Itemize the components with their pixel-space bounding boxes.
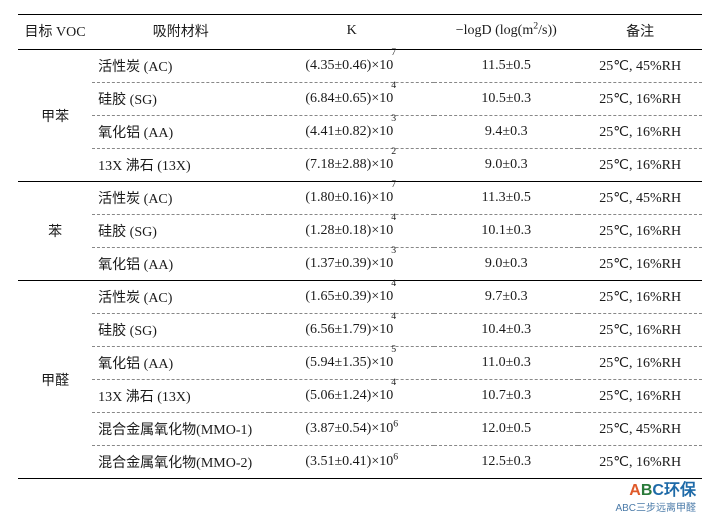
remark-cell: 25℃, 16%RH <box>578 347 702 380</box>
adsorption-table: 目标 VOC 吸附材料 K −logD (log(m2/s)) 备注 甲苯活性炭… <box>18 14 702 479</box>
table-row: 氧化铝 (AA)(1.37±0.39)×1039.0±0.325℃, 16%RH <box>18 248 702 281</box>
logd-cell: 12.0±0.5 <box>434 413 578 446</box>
logd-cell: 9.0±0.3 <box>434 149 578 182</box>
k-cell: (7.18±2.88)×102 <box>269 149 434 182</box>
logd-cell: 10.1±0.3 <box>434 215 578 248</box>
k-cell: (4.41±0.82)×103 <box>269 116 434 149</box>
table-row: 混合金属氧化物(MMO-2)(3.51±0.41)×10612.5±0.325℃… <box>18 446 702 479</box>
k-cell: (1.28±0.18)×104 <box>269 215 434 248</box>
material-cell: 13X 沸石 (13X) <box>92 380 269 413</box>
logd-cell: 10.5±0.3 <box>434 83 578 116</box>
material-cell: 硅胶 (SG) <box>92 314 269 347</box>
col-voc: 目标 VOC <box>18 15 92 50</box>
header-row: 目标 VOC 吸附材料 K −logD (log(m2/s)) 备注 <box>18 15 702 50</box>
remark-cell: 25℃, 45%RH <box>578 50 702 83</box>
material-cell: 混合金属氧化物(MMO-2) <box>92 446 269 479</box>
logd-cell: 9.0±0.3 <box>434 248 578 281</box>
table-row: 混合金属氧化物(MMO-1)(3.87±0.54)×10612.0±0.525℃… <box>18 413 702 446</box>
table-row: 甲苯活性炭 (AC)(4.35±0.46)×10711.5±0.525℃, 45… <box>18 50 702 83</box>
material-cell: 硅胶 (SG) <box>92 83 269 116</box>
table-row: 硅胶 (SG)(6.84±0.65)×10410.5±0.325℃, 16%RH <box>18 83 702 116</box>
col-remark: 备注 <box>578 15 702 50</box>
k-cell: (5.06±1.24)×104 <box>269 380 434 413</box>
logd-cell: 12.5±0.3 <box>434 446 578 479</box>
remark-cell: 25℃, 16%RH <box>578 314 702 347</box>
material-cell: 氧化铝 (AA) <box>92 347 269 380</box>
voc-cell: 甲苯 <box>18 50 92 182</box>
k-cell: (3.51±0.41)×106 <box>269 446 434 479</box>
material-cell: 活性炭 (AC) <box>92 281 269 314</box>
table-row: 苯活性炭 (AC)(1.80±0.16)×10711.3±0.525℃, 45%… <box>18 182 702 215</box>
k-cell: (1.80±0.16)×107 <box>269 182 434 215</box>
logd-cell: 10.7±0.3 <box>434 380 578 413</box>
watermark-sub: ABC三步远离甲醛 <box>615 499 696 514</box>
material-cell: 氧化铝 (AA) <box>92 248 269 281</box>
k-cell: (6.84±0.65)×104 <box>269 83 434 116</box>
logd-cell: 9.7±0.3 <box>434 281 578 314</box>
voc-cell: 苯 <box>18 182 92 281</box>
remark-cell: 25℃, 16%RH <box>578 380 702 413</box>
col-logd: −logD (log(m2/s)) <box>434 15 578 50</box>
table-row: 13X 沸石 (13X)(5.06±1.24)×10410.7±0.325℃, … <box>18 380 702 413</box>
material-cell: 硅胶 (SG) <box>92 215 269 248</box>
col-material: 吸附材料 <box>92 15 269 50</box>
table-row: 氧化铝 (AA)(4.41±0.82)×1039.4±0.325℃, 16%RH <box>18 116 702 149</box>
remark-cell: 25℃, 16%RH <box>578 281 702 314</box>
table-row: 甲醛活性炭 (AC)(1.65±0.39)×1049.7±0.325℃, 16%… <box>18 281 702 314</box>
remark-cell: 25℃, 45%RH <box>578 182 702 215</box>
remark-cell: 25℃, 16%RH <box>578 446 702 479</box>
k-cell: (4.35±0.46)×107 <box>269 50 434 83</box>
watermark-logo: ABC环保 <box>629 476 696 500</box>
table-row: 氧化铝 (AA)(5.94±1.35)×10511.0±0.325℃, 16%R… <box>18 347 702 380</box>
logd-cell: 11.0±0.3 <box>434 347 578 380</box>
material-cell: 氧化铝 (AA) <box>92 116 269 149</box>
k-cell: (1.37±0.39)×103 <box>269 248 434 281</box>
material-cell: 活性炭 (AC) <box>92 50 269 83</box>
k-cell: (6.56±1.79)×104 <box>269 314 434 347</box>
material-cell: 活性炭 (AC) <box>92 182 269 215</box>
table-row: 硅胶 (SG)(1.28±0.18)×10410.1±0.325℃, 16%RH <box>18 215 702 248</box>
logd-cell: 10.4±0.3 <box>434 314 578 347</box>
remark-cell: 25℃, 45%RH <box>578 413 702 446</box>
k-cell: (1.65±0.39)×104 <box>269 281 434 314</box>
table-row: 硅胶 (SG)(6.56±1.79)×10410.4±0.325℃, 16%RH <box>18 314 702 347</box>
table-row: 13X 沸石 (13X)(7.18±2.88)×1029.0±0.325℃, 1… <box>18 149 702 182</box>
k-cell: (5.94±1.35)×105 <box>269 347 434 380</box>
voc-cell: 甲醛 <box>18 281 92 479</box>
remark-cell: 25℃, 16%RH <box>578 116 702 149</box>
logd-cell: 9.4±0.3 <box>434 116 578 149</box>
col-k: K <box>269 15 434 50</box>
logd-cell: 11.3±0.5 <box>434 182 578 215</box>
remark-cell: 25℃, 16%RH <box>578 149 702 182</box>
remark-cell: 25℃, 16%RH <box>578 83 702 116</box>
remark-cell: 25℃, 16%RH <box>578 248 702 281</box>
k-cell: (3.87±0.54)×106 <box>269 413 434 446</box>
material-cell: 混合金属氧化物(MMO-1) <box>92 413 269 446</box>
material-cell: 13X 沸石 (13X) <box>92 149 269 182</box>
logd-cell: 11.5±0.5 <box>434 50 578 83</box>
remark-cell: 25℃, 16%RH <box>578 215 702 248</box>
